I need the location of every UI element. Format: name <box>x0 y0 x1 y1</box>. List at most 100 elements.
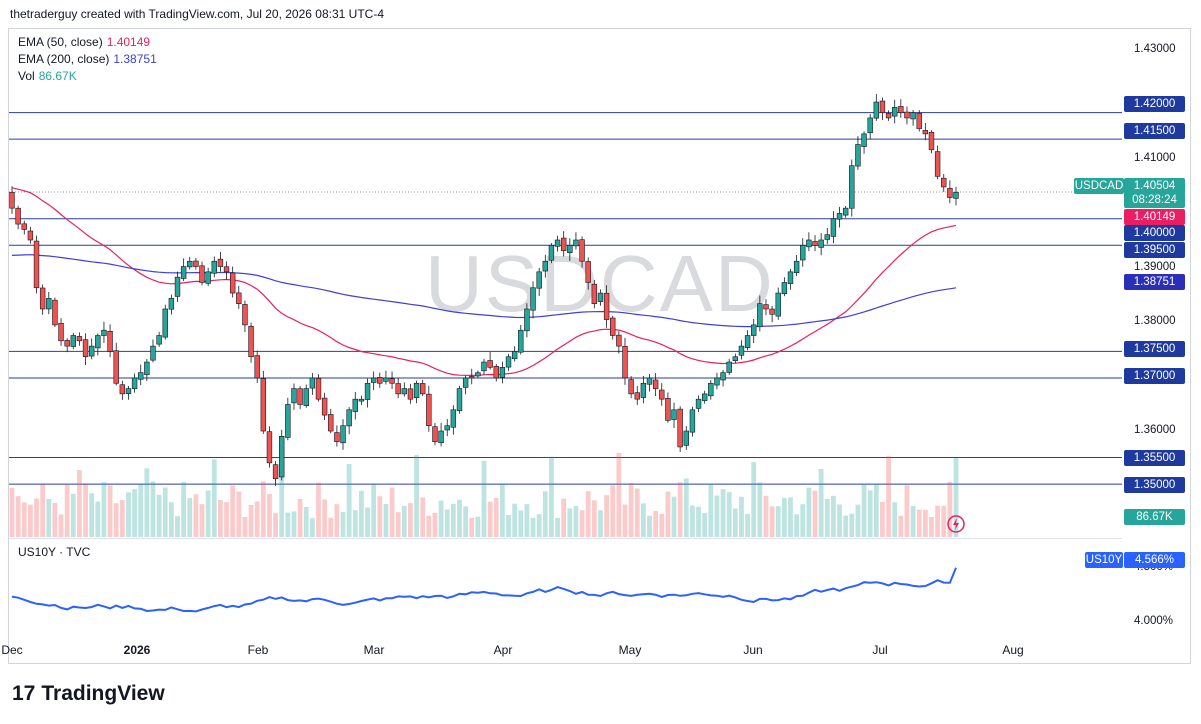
volume-bar <box>371 484 377 537</box>
volume-bar <box>193 494 199 537</box>
volume-bar <box>426 515 432 537</box>
volume-bar <box>653 511 659 537</box>
volume-bar <box>414 455 419 537</box>
candle-body <box>867 117 873 134</box>
legend-ema200-value: 1.38751 <box>113 52 157 66</box>
volume-bar <box>524 504 530 537</box>
level-tag: 1.35000 <box>1124 477 1185 493</box>
candle-body <box>88 345 95 357</box>
volume-bar <box>561 498 567 537</box>
countdown-tag: 08:28:24 <box>1124 192 1185 208</box>
candle-body <box>438 430 444 444</box>
candle-body <box>873 101 880 119</box>
candle-body <box>450 409 457 428</box>
volume-bar <box>873 483 879 537</box>
volume-bar <box>27 504 33 537</box>
candle-body <box>941 177 947 188</box>
volume-bar <box>769 506 775 537</box>
candle-body <box>530 287 536 311</box>
candle-body <box>928 131 935 151</box>
candle-body <box>922 130 929 135</box>
x-tick-label: Jun <box>743 643 763 657</box>
volume-bar <box>892 502 898 537</box>
candle-body <box>401 388 408 395</box>
candle-body <box>107 331 113 352</box>
volume-bar <box>126 492 131 537</box>
volume-bar <box>702 512 708 537</box>
volume-bar <box>242 517 248 537</box>
attribution-text: thetraderguy created with TradingView.co… <box>10 7 384 21</box>
candle-body <box>499 367 506 378</box>
candle-body <box>9 191 15 209</box>
volume-bar <box>279 463 285 537</box>
lightning-icon[interactable] <box>946 514 966 534</box>
candle-body <box>420 383 426 395</box>
volume-bar <box>794 514 800 537</box>
candle-body <box>168 298 175 310</box>
volume-bar <box>138 484 144 537</box>
candle-body <box>585 261 591 283</box>
candle-body <box>254 355 260 379</box>
volume-bar <box>530 517 536 537</box>
volume-bar <box>683 478 689 537</box>
volume-bar <box>83 484 88 537</box>
volume-bar <box>855 504 861 537</box>
candle-body <box>156 335 162 345</box>
x-tick-label: Mar <box>363 643 385 657</box>
candle-body <box>205 271 211 284</box>
candle-body <box>830 218 837 237</box>
volume-bar <box>493 497 499 537</box>
y-tick-label: 1.41000 <box>1134 152 1176 164</box>
candle-body <box>849 165 855 209</box>
candle-body <box>272 464 279 480</box>
tradingview-logo[interactable]: 17 TradingView <box>12 682 165 706</box>
candle-body <box>597 292 604 302</box>
candle-body <box>603 292 610 320</box>
current-price-tag: 1.40504 <box>1124 178 1185 194</box>
volume-bar <box>15 496 21 537</box>
volume-bar <box>677 482 683 537</box>
candle-body <box>904 111 910 119</box>
volume-bar <box>610 485 616 537</box>
candle-body <box>573 239 579 247</box>
legend-ema200[interactable]: EMA (200, close) 1.38751 <box>18 52 157 66</box>
candle-body <box>279 436 285 478</box>
candle-body <box>616 334 622 347</box>
x-tick-label: Aug <box>1002 643 1024 657</box>
volume-bar <box>824 498 830 537</box>
volume-bar <box>383 503 389 537</box>
candle-body <box>751 324 757 336</box>
volume-bar <box>377 496 383 537</box>
level-tag: 1.37000 <box>1124 368 1185 384</box>
candle-body <box>554 239 561 247</box>
volume-bar <box>634 488 640 537</box>
legend-ema50[interactable]: EMA (50, close) 1.40149 <box>18 35 150 49</box>
candle-body <box>187 260 193 268</box>
legend-volume[interactable]: Vol 86.67K <box>18 69 77 83</box>
candle-body <box>223 266 230 273</box>
volume-bar <box>922 509 928 537</box>
candle-body <box>328 414 334 432</box>
volume-bar <box>935 505 941 537</box>
candle-body <box>879 100 886 113</box>
candle-body <box>855 144 861 167</box>
candle-body <box>671 409 677 420</box>
volume-bar <box>481 460 487 537</box>
candle-body <box>432 426 438 442</box>
tradingview-logo-text: TradingView <box>41 682 165 705</box>
candle-body <box>456 388 463 412</box>
candle-body <box>229 272 236 294</box>
candle-body <box>714 377 720 386</box>
candle-body <box>622 345 628 379</box>
volume-bar <box>395 512 401 537</box>
volume-bar <box>432 512 438 537</box>
symbol-price-tag: USDCAD <box>1074 178 1124 194</box>
candle-body <box>591 283 598 304</box>
volume-bar <box>230 485 236 537</box>
volume-bar <box>604 495 609 537</box>
candle-body <box>76 336 83 342</box>
candle-body <box>33 240 40 289</box>
ema200-line <box>11 254 957 328</box>
volume-bar <box>751 462 757 537</box>
